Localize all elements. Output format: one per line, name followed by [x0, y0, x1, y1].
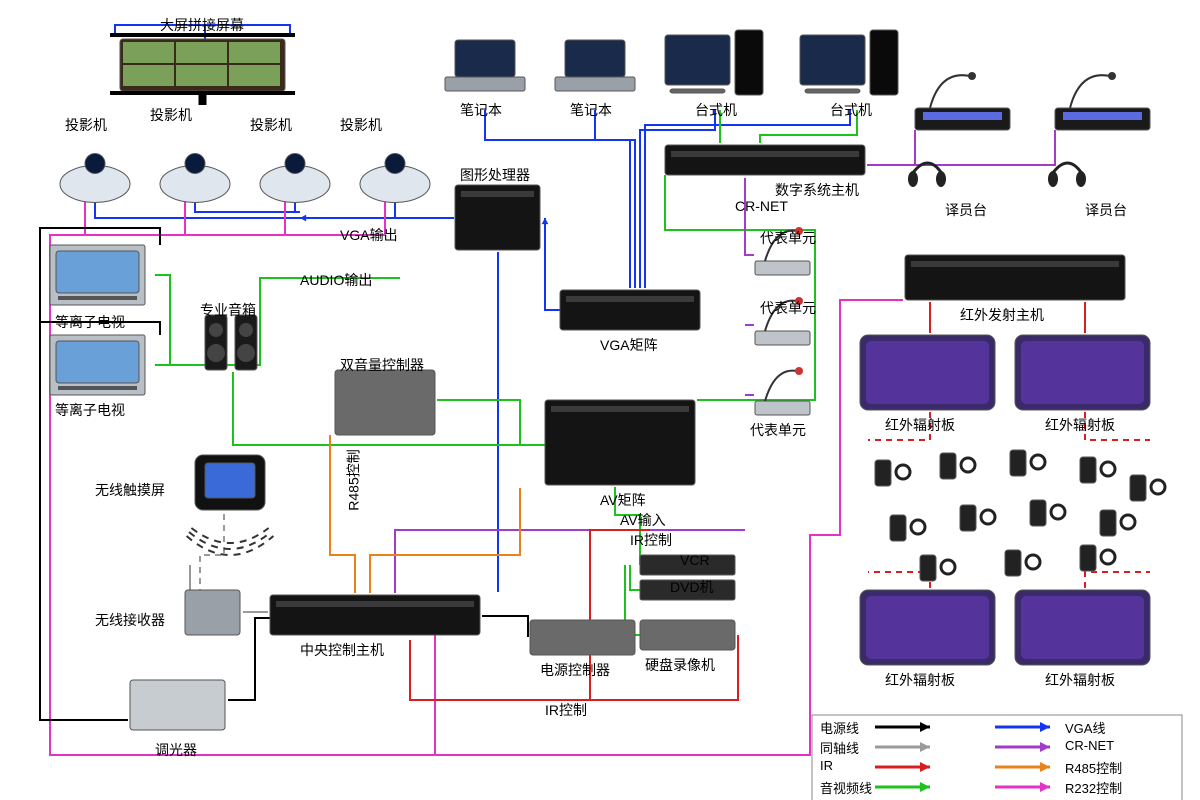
label: 数字系统主机 — [775, 180, 859, 200]
label: VCR — [680, 552, 710, 568]
label: IR控制 — [630, 530, 672, 550]
label: DVD机 — [670, 577, 714, 597]
label: 中央控制主机 — [300, 640, 384, 660]
label: 台式机 — [695, 100, 737, 120]
label: 大屏拼接屏幕 — [160, 15, 244, 35]
label: 笔记本 — [460, 100, 502, 120]
legend-vga: VGA线 — [1065, 718, 1105, 737]
label: 等离子电视 — [55, 400, 125, 420]
legend-crnet: CR-NET — [1065, 738, 1114, 753]
label: 红外辐射板 — [885, 415, 955, 435]
label: IR控制 — [545, 700, 587, 720]
label: VGA输出 — [340, 225, 398, 245]
legend-r232: R232控制 — [1065, 778, 1122, 797]
label: VGA矩阵 — [600, 335, 658, 355]
label: 投影机 — [150, 105, 192, 125]
label: 投影机 — [65, 115, 107, 135]
label: 电源控制器 — [540, 660, 610, 680]
label: 投影机 — [340, 115, 382, 135]
label: 译员台 — [1085, 200, 1127, 220]
legend-coax: 同轴线 — [820, 738, 859, 757]
label: 投影机 — [250, 115, 292, 135]
label: 专业音箱 — [200, 300, 256, 320]
label: 等离子电视 — [55, 312, 125, 332]
label: 红外辐射板 — [1045, 415, 1115, 435]
label: 硬盘录像机 — [645, 655, 715, 675]
label: CR-NET — [735, 198, 788, 214]
label: AUDIO输出 — [300, 270, 372, 290]
label: 译员台 — [945, 200, 987, 220]
label: 台式机 — [830, 100, 872, 120]
label: 红外发射主机 — [960, 305, 1044, 325]
legend-power: 电源线 — [820, 718, 859, 737]
label: AV输入 — [620, 510, 666, 530]
label: 红外辐射板 — [1045, 670, 1115, 690]
label: 无线触摸屏 — [95, 480, 165, 500]
label: 代表单元 — [750, 420, 806, 440]
label: 红外辐射板 — [885, 670, 955, 690]
legend-av: 音视频线 — [820, 778, 872, 797]
label: 调光器 — [155, 740, 197, 760]
legend-r485: R485控制 — [1065, 758, 1122, 777]
label: 代表单元 — [760, 228, 816, 248]
label: 笔记本 — [570, 100, 612, 120]
label: 代表单元 — [760, 298, 816, 318]
label: 图形处理器 — [460, 165, 530, 185]
legend-ir: IR — [820, 758, 833, 773]
label: 无线接收器 — [95, 610, 165, 630]
label: AV矩阵 — [600, 490, 646, 510]
label: R485控制 — [344, 449, 364, 510]
label: 双音量控制器 — [340, 355, 424, 375]
